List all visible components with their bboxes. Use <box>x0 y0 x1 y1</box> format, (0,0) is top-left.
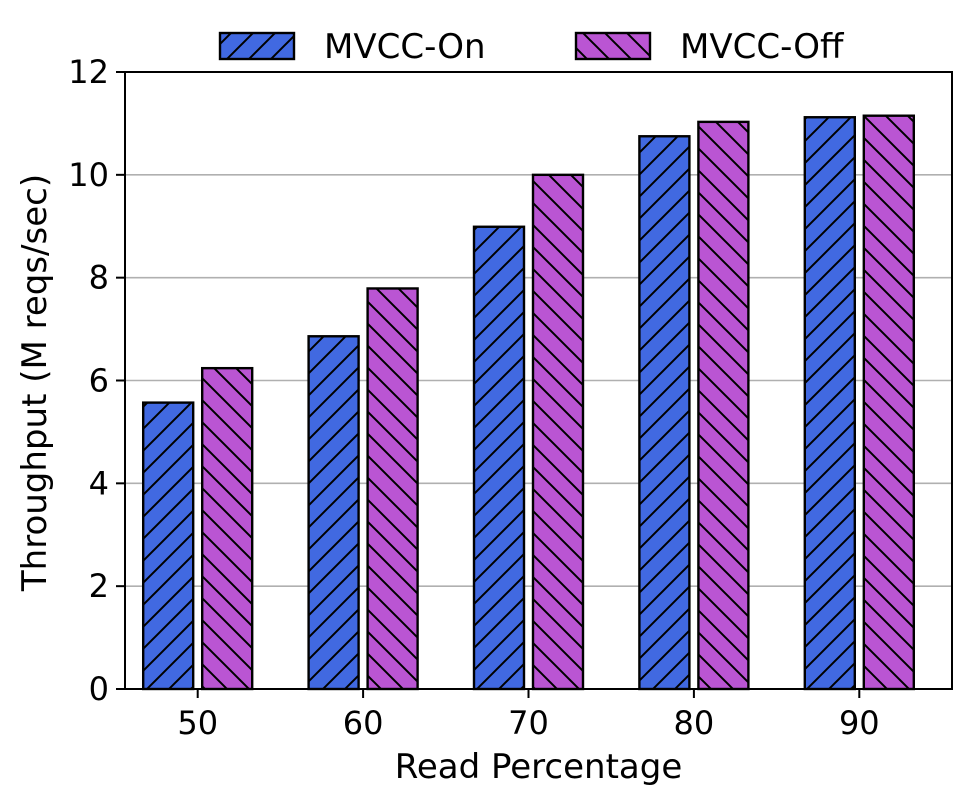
bar-mvcc-on-90 <box>803 116 856 691</box>
y-axis: 0 2 4 6 8 10 12 <box>68 53 125 708</box>
bar-mvcc-off-90 <box>862 114 915 691</box>
bar-mvcc-on-80 <box>638 135 691 691</box>
legend-label-mvcc-on: MVCC-On <box>324 27 486 67</box>
x-tick-label: 70 <box>508 704 549 742</box>
bar-mvcc-on-60 <box>307 335 360 691</box>
y-tick-label: 6 <box>89 362 109 400</box>
x-tick-label: 90 <box>839 704 880 742</box>
y-tick-label: 8 <box>89 259 109 297</box>
legend-swatch-mvcc-off <box>574 31 652 61</box>
bar-mvcc-off-50 <box>200 366 254 691</box>
x-tick-label: 60 <box>343 704 384 742</box>
y-tick-label: 2 <box>89 567 109 605</box>
bar-mvcc-on-50 <box>141 401 195 691</box>
legend-label-mvcc-off: MVCC-Off <box>680 27 845 67</box>
legend-swatch-mvcc-on <box>218 31 296 61</box>
bar-mvcc-off-70 <box>531 173 585 691</box>
x-axis: 50 60 70 80 90 <box>177 689 880 742</box>
x-tick-label: 80 <box>674 704 715 742</box>
bar-mvcc-on-70 <box>472 225 526 691</box>
legend: MVCC-On MVCC-Off <box>218 27 845 67</box>
y-tick-label: 12 <box>68 53 109 91</box>
y-tick-label: 10 <box>68 156 109 194</box>
y-axis-title: Throughput (M reqs/sec) <box>15 174 55 592</box>
bar-mvcc-off-80 <box>697 120 750 691</box>
y-tick-label: 4 <box>89 464 109 502</box>
x-tick-label: 50 <box>177 704 218 742</box>
x-axis-title: Read Percentage <box>395 747 683 787</box>
bars <box>141 114 915 691</box>
y-tick-label: 0 <box>89 670 109 708</box>
bar-mvcc-off-60 <box>366 287 419 691</box>
